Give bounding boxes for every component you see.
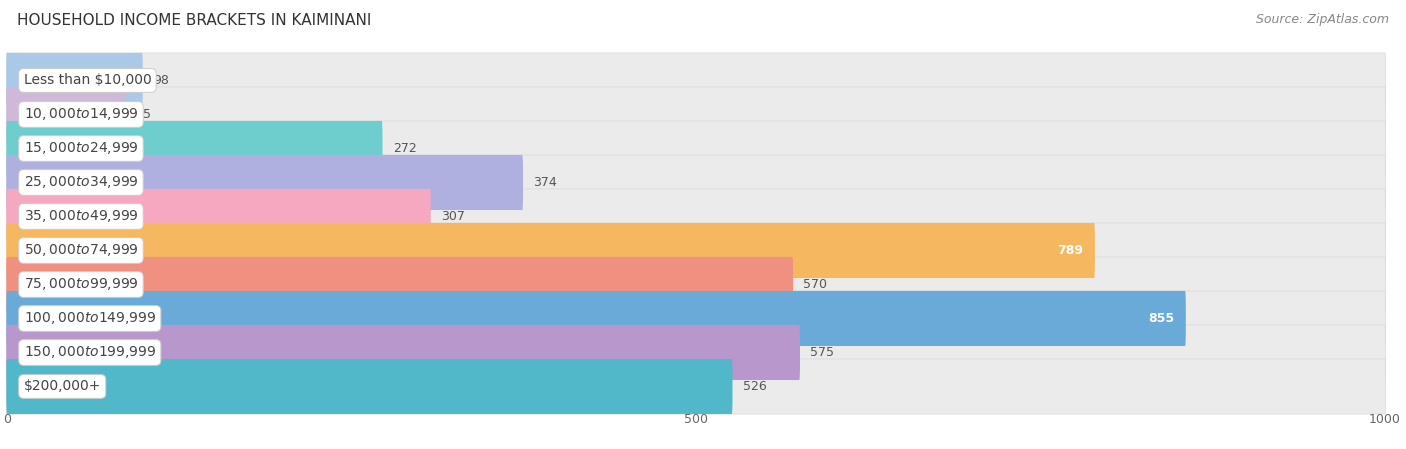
Text: $150,000 to $199,999: $150,000 to $199,999 (24, 344, 156, 361)
FancyBboxPatch shape (7, 87, 125, 142)
Text: 85: 85 (135, 108, 152, 121)
Text: 789: 789 (1057, 244, 1083, 257)
Text: 272: 272 (392, 142, 416, 155)
FancyBboxPatch shape (7, 155, 523, 210)
Text: 570: 570 (803, 278, 828, 291)
Text: Less than $10,000: Less than $10,000 (24, 74, 152, 88)
Text: 526: 526 (742, 380, 766, 393)
FancyBboxPatch shape (7, 121, 1385, 176)
FancyBboxPatch shape (7, 359, 1385, 414)
FancyBboxPatch shape (7, 223, 1385, 278)
FancyBboxPatch shape (7, 87, 1385, 142)
Text: $200,000+: $200,000+ (24, 379, 101, 393)
Text: 307: 307 (441, 210, 465, 223)
FancyBboxPatch shape (7, 257, 793, 312)
FancyBboxPatch shape (7, 53, 143, 108)
Text: $35,000 to $49,999: $35,000 to $49,999 (24, 208, 138, 224)
Text: $10,000 to $14,999: $10,000 to $14,999 (24, 106, 138, 123)
Text: 855: 855 (1147, 312, 1174, 325)
Text: Source: ZipAtlas.com: Source: ZipAtlas.com (1256, 13, 1389, 26)
Text: $25,000 to $34,999: $25,000 to $34,999 (24, 175, 138, 190)
FancyBboxPatch shape (7, 189, 1385, 244)
Text: 374: 374 (533, 176, 557, 189)
FancyBboxPatch shape (7, 325, 1385, 380)
Text: 98: 98 (153, 74, 169, 87)
Text: HOUSEHOLD INCOME BRACKETS IN KAIMINANI: HOUSEHOLD INCOME BRACKETS IN KAIMINANI (17, 13, 371, 28)
Text: $75,000 to $99,999: $75,000 to $99,999 (24, 277, 138, 292)
Text: $15,000 to $24,999: $15,000 to $24,999 (24, 141, 138, 156)
FancyBboxPatch shape (7, 291, 1185, 346)
FancyBboxPatch shape (7, 53, 1385, 108)
FancyBboxPatch shape (7, 257, 1385, 312)
FancyBboxPatch shape (7, 359, 733, 414)
FancyBboxPatch shape (7, 291, 1385, 346)
Text: 575: 575 (810, 346, 834, 359)
FancyBboxPatch shape (7, 189, 430, 244)
FancyBboxPatch shape (7, 325, 800, 380)
Text: $100,000 to $149,999: $100,000 to $149,999 (24, 311, 156, 326)
FancyBboxPatch shape (7, 155, 1385, 210)
FancyBboxPatch shape (7, 121, 382, 176)
FancyBboxPatch shape (7, 223, 1095, 278)
Text: $50,000 to $74,999: $50,000 to $74,999 (24, 242, 138, 259)
